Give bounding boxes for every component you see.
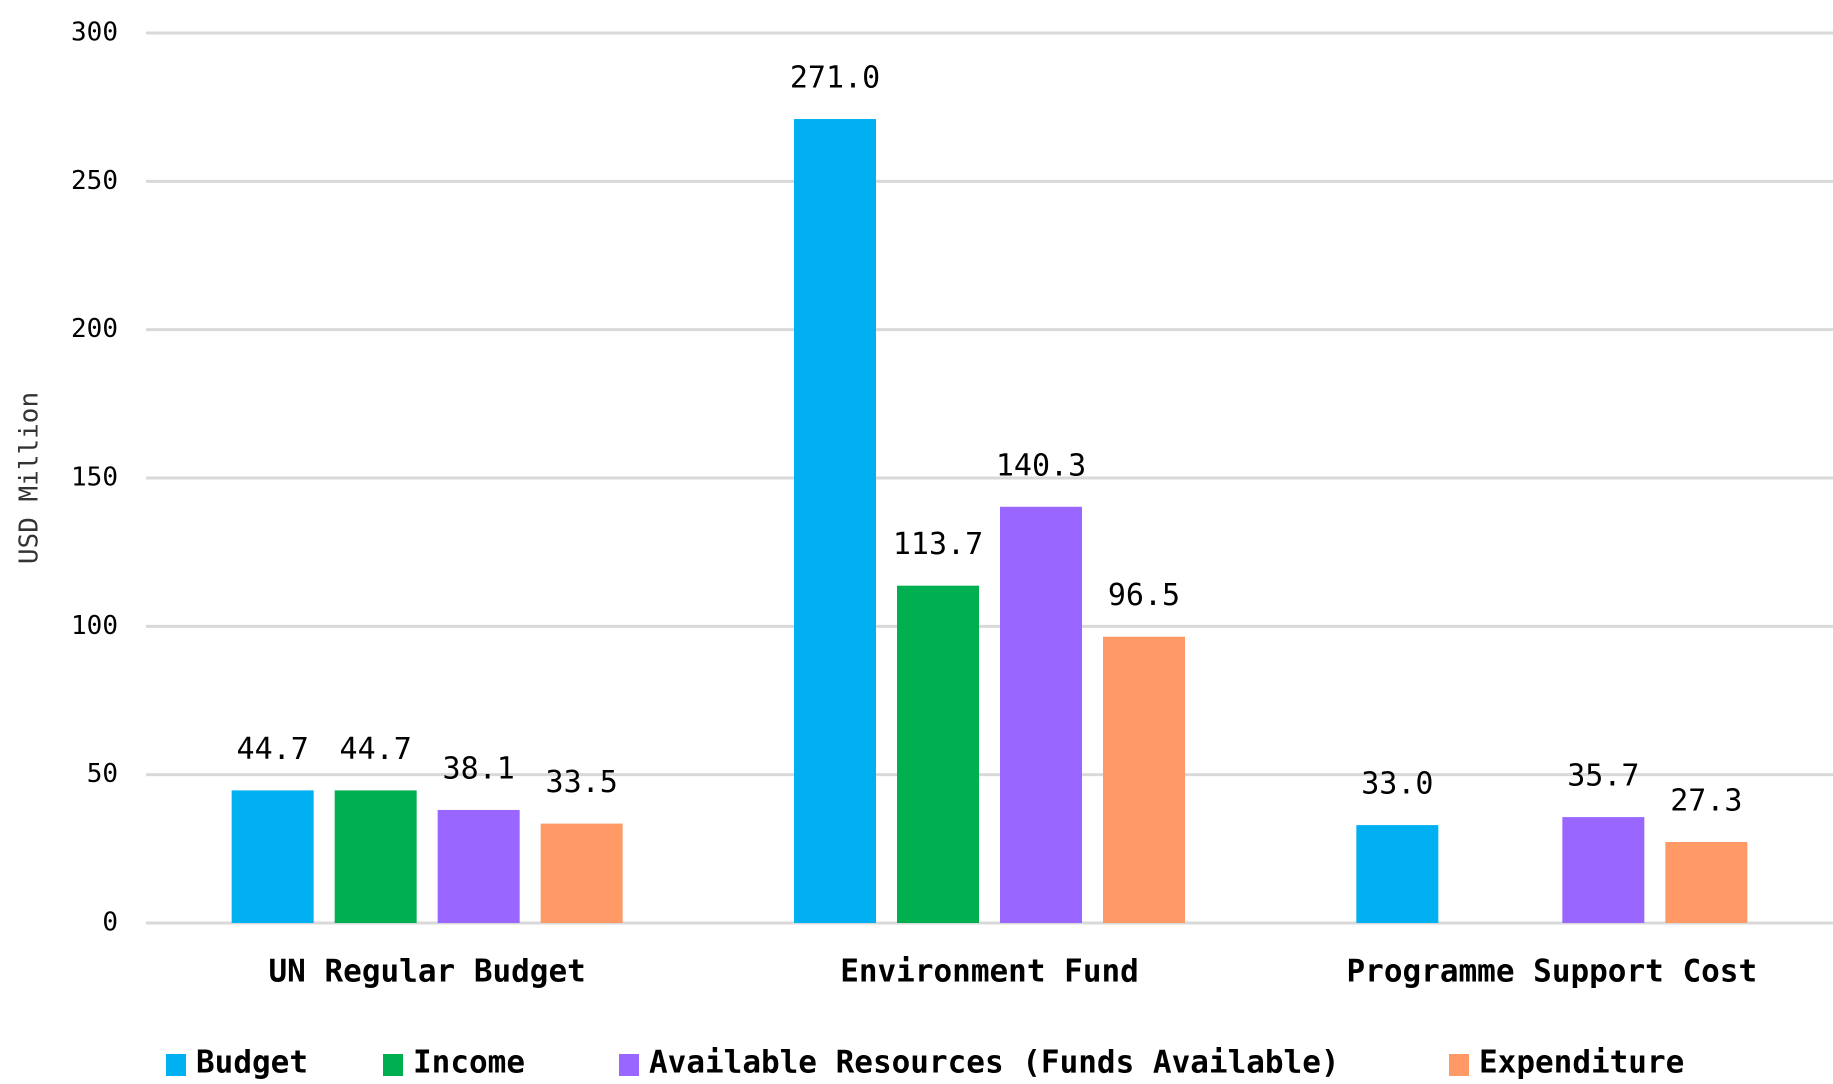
y-tick-label: 50 xyxy=(87,759,118,789)
data-label: 113.7 xyxy=(893,527,983,562)
data-label: 44.7 xyxy=(237,732,309,767)
legend-swatch xyxy=(383,1054,403,1076)
y-tick-label: 0 xyxy=(102,908,118,938)
data-label: 140.3 xyxy=(996,448,1086,483)
legend-swatch xyxy=(1449,1054,1469,1076)
legend-swatch xyxy=(619,1054,639,1076)
data-label: 44.7 xyxy=(340,732,412,767)
data-label: 35.7 xyxy=(1567,759,1639,794)
y-axis-label: USD Million xyxy=(15,392,45,564)
data-label: 33.0 xyxy=(1361,767,1433,802)
x-tick-label: Environment Fund xyxy=(840,954,1139,990)
bar xyxy=(1665,842,1748,923)
y-tick-label: 300 xyxy=(71,18,118,48)
bar xyxy=(334,790,417,923)
bar xyxy=(231,790,314,923)
y-tick-label: 100 xyxy=(71,611,118,641)
bar xyxy=(1356,825,1439,923)
y-tick-label: 150 xyxy=(71,463,118,493)
bar xyxy=(1000,506,1082,923)
x-tick-label: Programme Support Cost xyxy=(1347,954,1758,990)
bar xyxy=(437,809,520,923)
data-label: 38.1 xyxy=(443,751,515,786)
bar xyxy=(1103,636,1185,923)
bar xyxy=(540,823,623,923)
bar xyxy=(897,585,979,923)
x-tick-label: UN Regular Budget xyxy=(269,954,586,990)
legend-label: Income xyxy=(413,1045,525,1081)
legend-swatch xyxy=(166,1054,186,1076)
bar xyxy=(1562,817,1645,923)
bar xyxy=(794,119,876,924)
legend-label: Budget xyxy=(196,1045,308,1081)
y-tick-label: 250 xyxy=(71,166,118,196)
data-label: 33.5 xyxy=(546,765,618,800)
data-label: 27.3 xyxy=(1670,784,1742,819)
legend-label: Expenditure xyxy=(1479,1045,1684,1081)
y-tick-label: 200 xyxy=(71,314,118,344)
data-label: 271.0 xyxy=(790,61,880,96)
legend-label: Available Resources (Funds Available) xyxy=(649,1045,1340,1081)
data-label: 96.5 xyxy=(1108,578,1180,613)
